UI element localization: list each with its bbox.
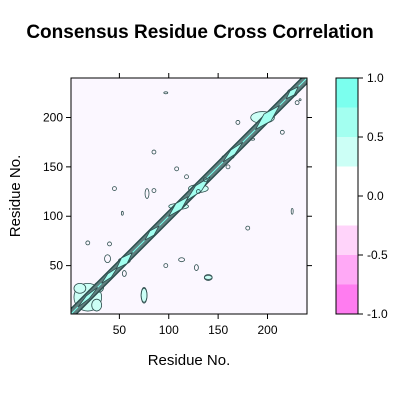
diagonal-contour <box>254 104 281 131</box>
small-contour <box>250 137 256 141</box>
y-tick-label: 50 <box>50 259 64 273</box>
color-key-tick-label: 0.5 <box>367 130 384 144</box>
small-contour <box>112 186 117 191</box>
plot-frame <box>70 77 308 315</box>
small-contour <box>245 225 251 231</box>
diagonal-contour <box>222 141 244 163</box>
small-contour <box>121 270 127 277</box>
small-contour <box>178 257 185 263</box>
x-tick-label: 50 <box>113 323 127 337</box>
small-contour <box>120 210 124 216</box>
small-contour <box>85 240 91 246</box>
diagonal-contour <box>115 251 134 270</box>
x-tick-label: 100 <box>159 323 179 337</box>
color-key-band <box>336 107 358 137</box>
color-key-band <box>336 255 358 285</box>
positive-region <box>73 282 87 294</box>
small-contour <box>298 98 302 102</box>
color-key-band <box>336 78 358 108</box>
x-tick-label: 200 <box>257 323 277 337</box>
color-key-tick-label: 1.0 <box>367 71 384 85</box>
diagonal-contour <box>285 86 299 100</box>
color-key-band <box>336 137 358 167</box>
small-contour <box>104 254 111 264</box>
positive-region <box>203 275 213 280</box>
small-contour <box>184 174 189 180</box>
color-key-band <box>336 225 358 255</box>
small-contour <box>151 149 157 155</box>
color-key-tick-label: -1.0 <box>367 307 388 321</box>
x-axis-title: Residue No. <box>148 352 231 369</box>
small-contour <box>294 100 300 106</box>
small-contour <box>290 207 294 215</box>
small-contour <box>163 263 169 268</box>
diagonal-contour <box>77 287 98 308</box>
x-tick-label: 150 <box>208 323 228 337</box>
diagonal-contour <box>186 176 211 201</box>
small-contour <box>202 177 208 183</box>
color-key-tick-label: 0.0 <box>367 189 384 203</box>
small-contour <box>203 274 213 281</box>
y-tick-label: 100 <box>43 209 63 223</box>
plot-content <box>71 78 307 314</box>
small-contour <box>196 189 201 194</box>
small-contour <box>144 188 150 199</box>
color-key-band <box>336 196 358 226</box>
small-contour <box>151 188 157 193</box>
y-tick-label: 200 <box>43 110 63 124</box>
color-key-band <box>336 284 358 314</box>
small-contour <box>194 264 199 271</box>
y-axis-title: Residue No. <box>7 155 24 238</box>
diagonal-contour <box>144 225 160 241</box>
positive-region <box>91 298 103 312</box>
small-contour <box>163 91 169 95</box>
small-contour <box>140 286 148 304</box>
color-key-tick-label: -0.5 <box>367 248 388 262</box>
small-contour <box>107 241 112 247</box>
small-contour <box>225 164 231 170</box>
small-contour <box>174 166 180 172</box>
color-key: -1.0 -0.5 0.0 0.5 1.0 <box>335 71 388 321</box>
small-contour <box>235 120 241 125</box>
chart-title: Consensus Residue Cross Correlation <box>26 22 374 43</box>
x-axis: 50 100 150 200 <box>113 73 278 337</box>
y-tick-label: 150 <box>43 160 63 174</box>
color-key-band <box>336 166 358 196</box>
y-axis: 50 100 150 200 <box>43 110 312 273</box>
small-contour <box>279 129 285 135</box>
